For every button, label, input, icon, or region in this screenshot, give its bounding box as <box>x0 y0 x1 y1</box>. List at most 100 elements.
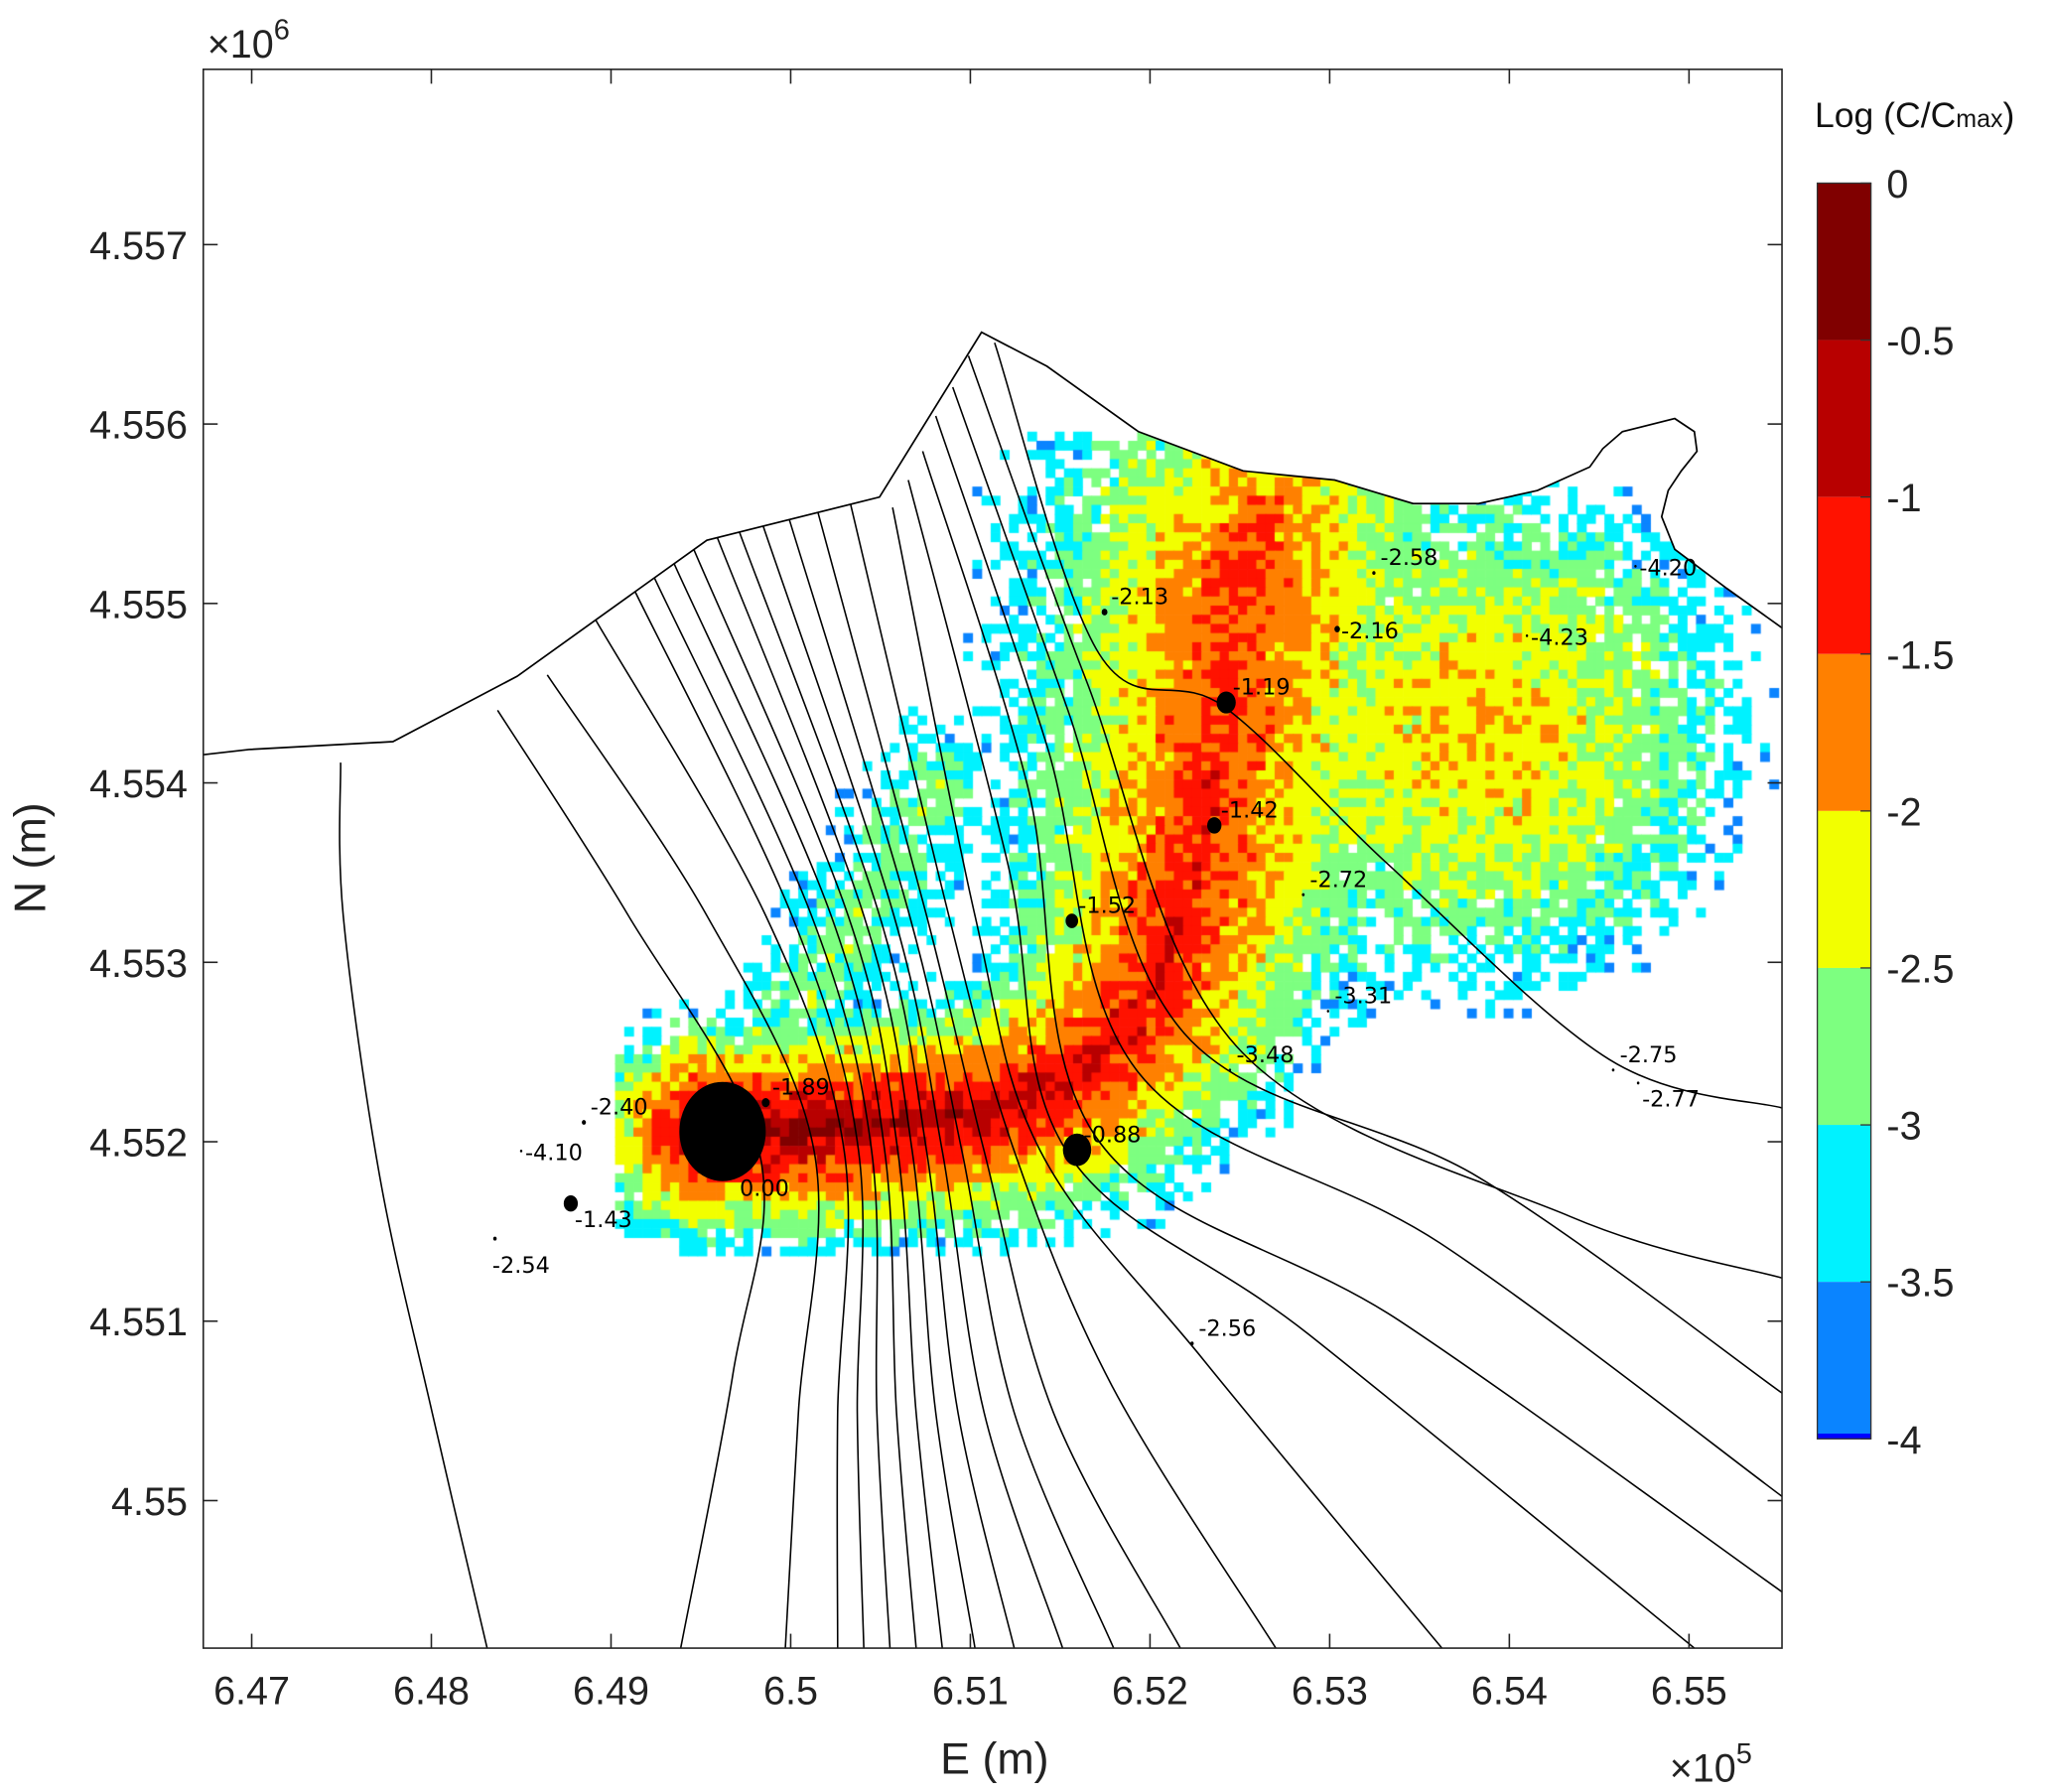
sample-label: -1.19 <box>1233 675 1291 701</box>
axes-box <box>202 69 1783 1649</box>
sample-label: -1.42 <box>1221 797 1279 823</box>
sample-point <box>492 1236 497 1241</box>
sample-point <box>1636 1081 1640 1085</box>
sample-point <box>1228 1068 1232 1072</box>
sample-label: -3.48 <box>1237 1042 1295 1068</box>
sample-point <box>761 1098 770 1108</box>
contour-line <box>339 762 488 1649</box>
sample-label: -2.16 <box>1341 619 1399 644</box>
sample-label: -2.40 <box>591 1095 648 1121</box>
sample-point <box>563 1195 579 1212</box>
y-tick-label: 4.55 <box>111 1480 188 1524</box>
contour-line <box>716 537 976 1649</box>
contour-line <box>891 507 1443 1649</box>
colorbar-band <box>1817 183 1871 341</box>
contour-line <box>951 386 1783 1394</box>
sample-point <box>1372 571 1376 576</box>
sample-label: -4.10 <box>525 1141 583 1167</box>
sample-label: -3.31 <box>1334 984 1392 1010</box>
x-tick-label: 6.48 <box>393 1670 470 1714</box>
contour-lines <box>339 342 1783 1649</box>
sample-point <box>1634 565 1637 568</box>
x-tick-label: 6.5 <box>763 1670 818 1714</box>
x-tick-label: 6.53 <box>1292 1670 1368 1714</box>
contour-line <box>850 504 1277 1649</box>
sample-point <box>519 1150 523 1153</box>
sample-point <box>1101 609 1108 616</box>
x-tick-label: 6.52 <box>1112 1670 1188 1714</box>
colorbar-band <box>1817 340 1871 497</box>
y-tick-label: 4.557 <box>89 224 188 268</box>
contour-line <box>994 342 1783 1109</box>
sample-label: -2.75 <box>1620 1042 1678 1068</box>
y-tick-label: 4.553 <box>89 942 188 986</box>
sample-label: -2.58 <box>1381 545 1438 571</box>
sample-label: -2.77 <box>1642 1087 1700 1113</box>
sample-label: 0.00 <box>740 1175 789 1201</box>
sample-label: -1.52 <box>1078 894 1136 919</box>
contour-line <box>595 620 850 1649</box>
colorbar-tick-label: 0 <box>1886 163 1908 207</box>
colorbar-tick-label: -3 <box>1886 1105 1921 1149</box>
contour-line <box>907 480 1696 1649</box>
contour-line <box>817 512 1181 1649</box>
sample-point <box>1525 634 1529 637</box>
contour-line <box>653 578 891 1649</box>
sample-label: -2.13 <box>1111 585 1168 611</box>
y-tick-label: 4.556 <box>89 404 188 448</box>
colorbar-tick-label: -1.5 <box>1886 633 1954 677</box>
contour-line <box>633 591 865 1649</box>
sample-point <box>1190 1341 1194 1346</box>
sample-label: -4.23 <box>1531 625 1588 651</box>
colorbar-tick-label: -2.5 <box>1886 947 1954 991</box>
sample-label: -2.56 <box>1198 1315 1256 1341</box>
sample-label: -4.20 <box>1639 556 1697 582</box>
contour-line <box>967 355 1783 1279</box>
coastline <box>203 331 1783 757</box>
contour-line <box>761 525 1064 1649</box>
y-axis-ticks: 4.557 4.556 4.555 4.554 4.553 4.552 4.551 4.55 <box>89 224 1783 1524</box>
sample-point <box>1207 817 1222 834</box>
colorbar-band <box>1817 1125 1871 1283</box>
x-axis-label: E (m) <box>940 1734 1048 1784</box>
colorbar-band <box>1817 653 1871 811</box>
x-tick-label: 6.51 <box>932 1670 1009 1714</box>
colorbar-band <box>1817 1282 1871 1440</box>
contour-line <box>739 531 1016 1649</box>
sample-label: -2.72 <box>1309 867 1367 893</box>
sample-label: -1.43 <box>575 1207 632 1233</box>
contour-line <box>934 415 1783 1497</box>
sample-point <box>1216 691 1236 714</box>
x-tick-label: 6.49 <box>573 1670 649 1714</box>
x-tick-label: 6.47 <box>213 1670 290 1714</box>
contour-line <box>546 674 820 1649</box>
colorbar-band-min <box>1817 1434 1871 1440</box>
sample-label: -1.89 <box>772 1075 830 1101</box>
colorbar-band <box>1817 496 1871 654</box>
y-tick-label: 4.554 <box>89 762 188 806</box>
y-tick-label: 4.551 <box>89 1301 188 1344</box>
colorbar-band <box>1817 810 1871 968</box>
colorbar-tick-label: -2 <box>1886 790 1921 834</box>
contour-line <box>673 563 917 1649</box>
colorbar-tick-label: -0.5 <box>1886 320 1954 363</box>
sample-label: -0.88 <box>1084 1122 1142 1148</box>
x-tick-label: 6.54 <box>1471 1670 1548 1714</box>
y-tick-label: 4.555 <box>89 583 188 626</box>
sample-point <box>1334 625 1340 632</box>
sample-point <box>582 1120 587 1125</box>
contour-line <box>693 549 943 1649</box>
sample-point <box>1326 1010 1329 1013</box>
y-axis-label: N (m) <box>5 802 55 913</box>
colorbar-title: Log (C/Cmax) <box>1815 95 2014 135</box>
colorbar-tick-label: -3.5 <box>1886 1262 1954 1306</box>
sample-label: -2.54 <box>492 1253 550 1279</box>
sample-point <box>1062 1133 1092 1167</box>
y-exponent: ×106 <box>207 15 290 67</box>
colorbar: Log (C/Cmax) 0 -0.5 -1 -1.5 -2 -2.5 -3 -3.5 -4 <box>1815 95 2014 1462</box>
colorbar-tick-label: -1 <box>1886 477 1921 520</box>
colorbar-band <box>1817 967 1871 1126</box>
sample-point <box>679 1081 766 1181</box>
